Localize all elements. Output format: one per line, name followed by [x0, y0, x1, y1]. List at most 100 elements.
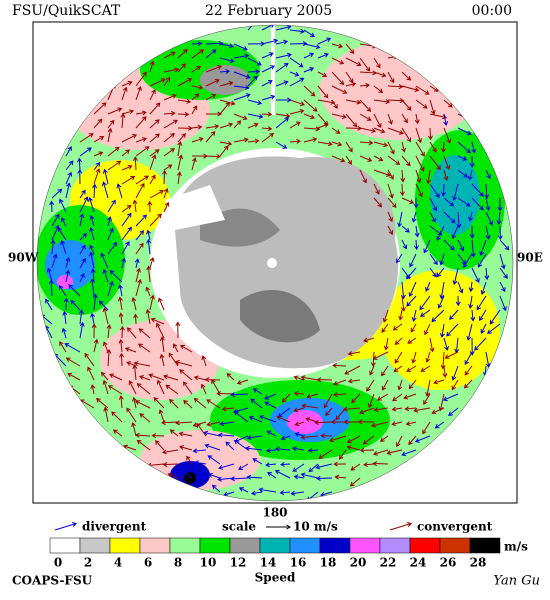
wind-arrow [192, 421, 207, 428]
wind-arrow [451, 379, 459, 391]
wind-arrow [135, 175, 149, 185]
wind-arrow [373, 127, 386, 134]
wind-arrow [79, 147, 92, 157]
wind-arrow [247, 75, 258, 87]
wind-arrow [109, 270, 123, 283]
wind-arrow [449, 309, 459, 321]
colorbar-tick-label: 0 [54, 556, 62, 570]
wind-arrow [305, 417, 319, 423]
colorbar-tick-label: 8 [174, 556, 182, 570]
wind-arrow [221, 406, 235, 412]
wind-arrow [135, 278, 142, 297]
wind-arrow [149, 60, 155, 73]
wind-arrow [499, 295, 507, 312]
colorbar-box [289, 537, 321, 554]
wind-arrow [121, 175, 136, 185]
wind-arrow [339, 449, 347, 460]
wind-arrow [146, 238, 152, 255]
wind-arrow [163, 51, 176, 59]
wind-arrow [387, 127, 404, 135]
south-label: 180 [262, 506, 287, 520]
wind-arrow [443, 127, 452, 144]
colorbar-box [229, 537, 261, 554]
wind-arrow [275, 25, 292, 31]
west-label: 90W [8, 251, 39, 265]
wind-arrow [169, 429, 179, 437]
wind-arrow [65, 146, 72, 157]
wind-arrow [476, 295, 487, 311]
wind-arrow [79, 257, 86, 269]
wind-arrow [397, 379, 403, 391]
wind-arrow [265, 462, 277, 468]
colorbar-box [109, 537, 141, 554]
wind-arrow [400, 295, 406, 312]
wind-arrow [65, 256, 71, 269]
wind-arrow [373, 407, 389, 413]
colorbar-box [49, 537, 81, 554]
wind-arrow [177, 133, 186, 143]
wind-arrow [205, 65, 223, 73]
wind-arrow [135, 137, 147, 143]
wind-arrow [439, 323, 445, 338]
wind-arrow [359, 407, 375, 415]
wind-arrow [468, 211, 474, 222]
wind-arrow [420, 309, 431, 317]
wind-arrow [392, 393, 403, 402]
wind-arrow [411, 309, 417, 322]
wind-arrow [401, 113, 408, 124]
wind-arrow [219, 145, 229, 157]
wind-arrow [233, 53, 250, 59]
wind-arrow [102, 341, 109, 353]
wind-arrow [373, 183, 380, 195]
wind-arrow [316, 377, 333, 383]
wind-arrow [404, 406, 417, 412]
wind-arrow [175, 420, 193, 426]
wind-arrow [381, 323, 389, 333]
wind-arrow [387, 183, 394, 199]
wind-arrow [89, 278, 95, 297]
wind-arrow [279, 490, 291, 496]
wind-arrow [65, 269, 71, 283]
wind-arrow [107, 107, 123, 115]
wind-arrow [436, 225, 445, 241]
wind-arrow [89, 244, 95, 255]
wind-arrow [200, 383, 207, 395]
wind-arrow [469, 337, 475, 356]
wind-arrow [369, 365, 375, 376]
wind-arrow [149, 190, 164, 199]
wind-arrow [163, 93, 177, 101]
wind-arrow [217, 432, 235, 438]
wind-arrow [196, 422, 207, 437]
colorbar-tick-label: 12 [230, 556, 247, 570]
wind-arrow [396, 253, 403, 264]
wind-arrow [46, 267, 53, 283]
wind-arrow [307, 448, 319, 454]
wind-arrow [121, 226, 132, 241]
wind-arrow [70, 299, 81, 311]
wind-arrow [471, 141, 477, 154]
wind-arrow [391, 421, 403, 427]
wind-arrow [194, 460, 207, 466]
wind-arrow [91, 323, 97, 339]
colorbar-box [409, 537, 441, 554]
wind-arrow [132, 156, 138, 171]
wind-arrow [121, 212, 132, 227]
wind-arrow [415, 183, 423, 198]
wind-arrow [372, 461, 389, 467]
wind-arrow [60, 239, 67, 255]
wind-arrow [261, 133, 275, 143]
wind-arrow [463, 253, 473, 268]
wind-arrow [107, 280, 114, 297]
wind-arrow [303, 43, 321, 50]
wind-arrow [471, 197, 484, 211]
wind-arrow [401, 85, 420, 92]
wind-arrow [250, 398, 263, 409]
colorbar-box [79, 537, 111, 554]
wind-arrow [331, 141, 343, 147]
wind-arrow [267, 472, 277, 479]
wind-arrow [137, 343, 151, 353]
wind-arrow [135, 400, 151, 409]
wind-arrow [373, 155, 384, 162]
wind-arrow [68, 284, 81, 297]
wind-arrow [88, 251, 95, 269]
